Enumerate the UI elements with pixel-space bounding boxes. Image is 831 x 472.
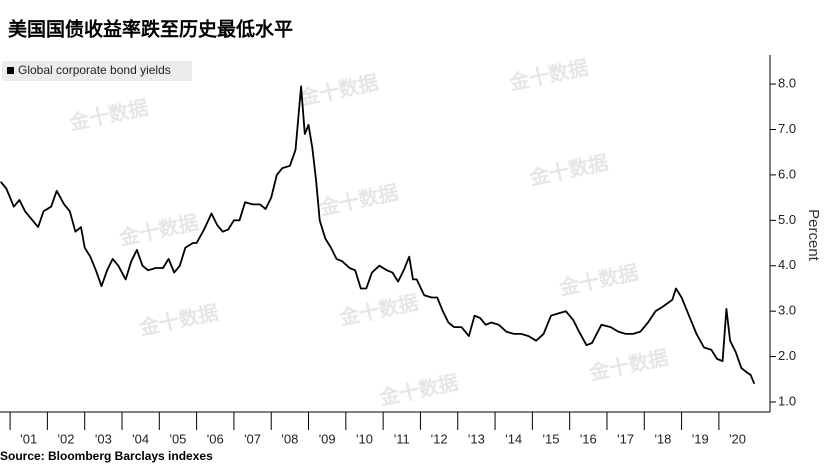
x-tick-label: '18 bbox=[654, 431, 671, 446]
chart-title: 美国国债收益率跌至历史最低水平 bbox=[8, 18, 293, 41]
y-tick-label: 8.0 bbox=[778, 76, 796, 91]
x-tick-label: '06 bbox=[207, 431, 224, 446]
x-tick-label: '17 bbox=[617, 431, 634, 446]
y-axis-label: Percent bbox=[805, 209, 822, 262]
x-tick-label: '19 bbox=[692, 431, 709, 446]
watermark: 金十数据 bbox=[586, 345, 670, 385]
x-tick-label: '11 bbox=[394, 431, 410, 446]
line bbox=[0, 85, 756, 385]
x-tick-label: '07 bbox=[244, 431, 261, 446]
legend-background bbox=[2, 61, 192, 81]
x-tick-label: '09 bbox=[319, 431, 336, 446]
x-tick-label: '15 bbox=[543, 431, 560, 446]
x-tick-label: '08 bbox=[281, 431, 298, 446]
x-tick-label: '10 bbox=[356, 431, 373, 446]
x-tick-label: '04 bbox=[132, 431, 149, 446]
y-tick-label: 1.0 bbox=[778, 393, 796, 408]
y-tick-label: 2.0 bbox=[778, 348, 796, 363]
watermark: 金十数据 bbox=[296, 70, 380, 110]
y-tick-label: 5.0 bbox=[778, 212, 796, 227]
x-tick-label: '16 bbox=[580, 431, 597, 446]
watermark: 金十数据 bbox=[136, 300, 220, 340]
watermark: 金十数据 bbox=[526, 150, 610, 190]
watermark: 金十数据 bbox=[376, 370, 460, 410]
watermark: 金十数据 bbox=[66, 95, 150, 135]
x-tick-label: '20 bbox=[729, 431, 746, 446]
y-tick-label: 4.0 bbox=[778, 257, 796, 272]
legend-swatch bbox=[7, 67, 14, 74]
y-tick-label: 3.0 bbox=[778, 303, 796, 318]
watermark: 金十数据 bbox=[316, 180, 400, 220]
x-tick-label: '14 bbox=[505, 431, 522, 446]
x-tick-label: '02 bbox=[58, 431, 75, 446]
x-tick-label: '01 bbox=[20, 431, 37, 446]
watermark: 金十数据 bbox=[506, 55, 590, 95]
watermark: 金十数据 bbox=[336, 290, 420, 330]
watermark: 金十数据 bbox=[556, 260, 640, 300]
watermark: 金十数据 bbox=[116, 210, 200, 250]
x-tick-label: '05 bbox=[169, 431, 186, 446]
x-tick-label: '13 bbox=[468, 431, 485, 446]
source: Source: Bloomberg Barclays indexes bbox=[0, 449, 213, 463]
y-tick-label: 6.0 bbox=[778, 166, 796, 181]
legend-label: Global corporate bond yields bbox=[18, 63, 171, 77]
y-tick-label: 7.0 bbox=[778, 121, 796, 136]
x-tick-label: '03 bbox=[95, 431, 112, 446]
x-tick-label: '12 bbox=[431, 431, 448, 446]
